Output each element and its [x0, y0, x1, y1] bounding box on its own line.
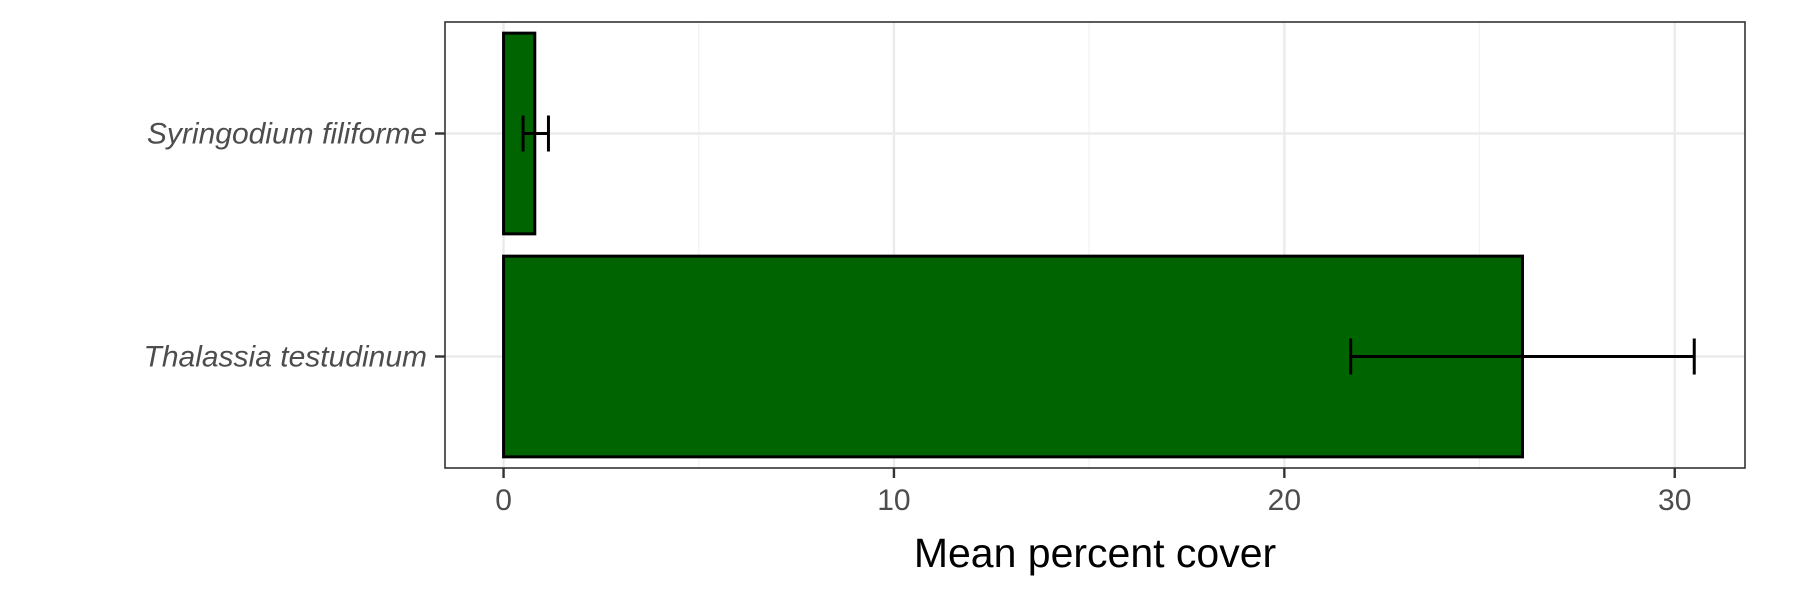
error-bar — [1349, 338, 1696, 375]
y-axis: Syringodium filiforme Thalassia testudinu… — [144, 118, 445, 374]
panel-border — [444, 21, 1746, 469]
x-tick-label: 30 — [1658, 484, 1691, 517]
x-axis-title: Mean percent cover — [914, 530, 1276, 576]
y-tick-label: Thalassia testudinum — [144, 341, 427, 374]
error-bar — [521, 115, 550, 152]
y-tick-label: Syringodium filiforme — [147, 118, 427, 151]
x-tick-label: 10 — [877, 484, 910, 517]
error-bars — [521, 115, 1696, 375]
x-tick-label: 0 — [495, 484, 512, 517]
x-tick-label: 20 — [1268, 484, 1301, 517]
x-axis: 0 10 20 30 — [495, 468, 1691, 517]
